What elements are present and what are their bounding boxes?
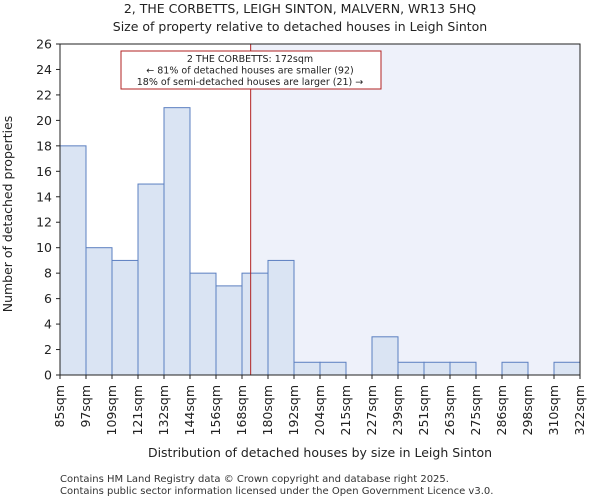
x-tick-label: 215sqm — [338, 385, 353, 435]
x-tick-label: 168sqm — [234, 385, 249, 435]
y-tick-label: 2 — [44, 342, 52, 357]
histogram-bar — [293, 361, 321, 376]
annotation-line-1: 2 THE CORBETTS: 172sqm — [187, 54, 313, 65]
annotation-line-3: 18% of semi-detached houses are larger (… — [137, 77, 364, 88]
histogram-bar — [189, 272, 217, 376]
x-tick-label: 144sqm — [182, 385, 197, 435]
y-tick-label: 10 — [36, 240, 52, 255]
x-tick-label: 322sqm — [572, 385, 587, 435]
histogram-bar — [501, 361, 529, 376]
x-tick-label: 227sqm — [364, 385, 379, 435]
y-tick-label: 8 — [44, 266, 52, 281]
y-tick-label: 0 — [44, 368, 52, 383]
y-tick-label: 22 — [36, 87, 52, 102]
x-tick-label: 121sqm — [130, 385, 145, 435]
histogram-bar — [397, 361, 425, 376]
y-axis-label: Number of detached properties — [0, 116, 15, 313]
histogram-bar — [59, 145, 87, 376]
chart-title: 2, THE CORBETTS, LEIGH SINTON, MALVERN, … — [124, 1, 476, 16]
x-tick-label: 298sqm — [520, 385, 535, 435]
y-tick-label: 4 — [44, 317, 52, 332]
histogram-bar — [553, 361, 581, 376]
y-tick-label: 16 — [36, 164, 52, 179]
y-tick-label: 26 — [36, 37, 52, 52]
x-tick-label: 263sqm — [442, 385, 457, 435]
x-tick-label: 239sqm — [390, 385, 405, 435]
bars-group — [59, 107, 581, 376]
y-tick-label: 14 — [36, 189, 52, 204]
chart-subtitle: Size of property relative to detached ho… — [113, 19, 487, 34]
y-tick-label: 24 — [36, 62, 52, 77]
x-tick-label: 251sqm — [416, 385, 431, 435]
x-tick-label: 192sqm — [286, 385, 301, 435]
y-tick-label: 18 — [36, 138, 52, 153]
y-tick-label: 6 — [44, 291, 52, 306]
histogram-bar — [215, 285, 243, 376]
x-axis-ticks: 85sqm 97sqm 109sqm 121sqm 132sqm 144sqm 156sqm… — [52, 375, 587, 435]
x-tick-label: 204sqm — [312, 385, 327, 435]
histogram-bar — [241, 272, 269, 376]
histogram-bar — [111, 259, 139, 376]
histogram-bar — [449, 361, 477, 376]
x-tick-label: 275sqm — [468, 385, 483, 435]
y-tick-label: 12 — [36, 215, 52, 230]
x-tick-label: 109sqm — [104, 385, 119, 435]
histogram-bar — [85, 247, 113, 376]
annotation-line-2: ← 81% of detached houses are smaller (92… — [146, 66, 353, 77]
histogram-bar — [267, 259, 295, 376]
histogram-bar — [423, 361, 451, 376]
y-tick-label: 20 — [36, 113, 52, 128]
annotation-box — [120, 50, 382, 90]
property-annotation: 2 THE CORBETTS: 172sqm ← 81% of detached… — [120, 50, 382, 90]
x-tick-label: 180sqm — [260, 385, 275, 435]
larger-properties-region — [250, 44, 580, 375]
footer-line-2: Contains public sector information licen… — [60, 486, 493, 497]
x-tick-label: 97sqm — [78, 385, 93, 428]
histogram-bar — [371, 336, 399, 376]
x-axis-label: Distribution of detached houses by size … — [148, 445, 492, 460]
histogram-bar — [319, 361, 347, 376]
x-tick-label: 85sqm — [52, 385, 67, 428]
histogram-bar — [163, 107, 191, 376]
histogram-bar — [137, 183, 165, 376]
x-tick-label: 132sqm — [156, 385, 171, 435]
x-tick-label: 286sqm — [494, 385, 509, 435]
footer-line-1: Contains HM Land Registry data © Crown c… — [60, 474, 449, 485]
x-tick-label: 310sqm — [546, 385, 561, 435]
x-tick-label: 156sqm — [208, 385, 223, 435]
